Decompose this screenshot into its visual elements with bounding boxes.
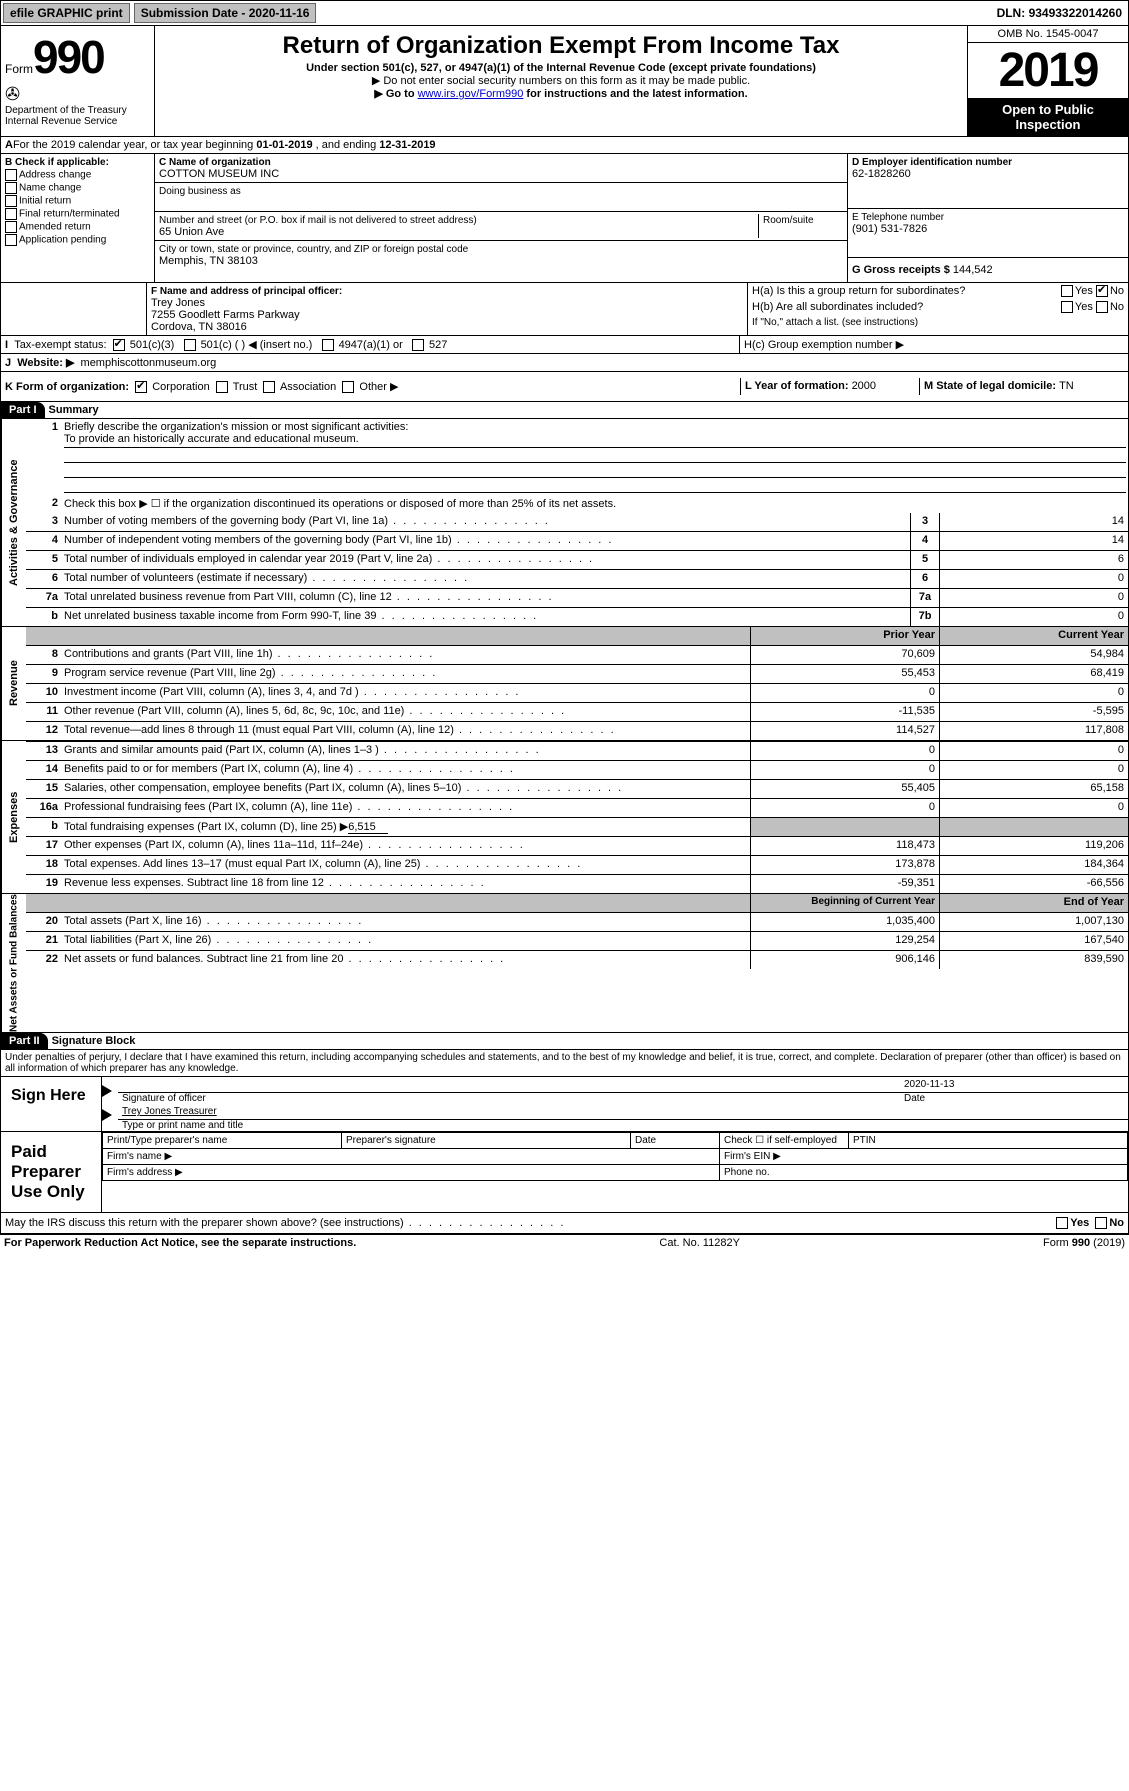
org-address: 65 Union Ave bbox=[159, 226, 224, 238]
cb-527[interactable] bbox=[412, 339, 424, 351]
i-block: I Tax-exempt status: 501(c)(3) 501(c) ( … bbox=[0, 336, 1129, 354]
netassets-block: Net Assets or Fund Balances Beginning of… bbox=[0, 894, 1129, 1033]
org-name: COTTON MUSEUM INC bbox=[159, 168, 279, 180]
gross-receipts: 144,542 bbox=[953, 264, 993, 276]
cb-discuss-no[interactable] bbox=[1095, 1217, 1107, 1229]
sign-date: 2020-11-13 bbox=[900, 1077, 1128, 1093]
domicile: TN bbox=[1059, 380, 1074, 392]
table-row: 11Other revenue (Part VIII, column (A), … bbox=[26, 702, 1128, 721]
perjury-text: Under penalties of perjury, I declare th… bbox=[0, 1050, 1129, 1077]
cb-name-change[interactable]: Name change bbox=[5, 182, 150, 194]
form-header: Form990 ✇ Department of the Treasury Int… bbox=[0, 26, 1129, 137]
val-6: 0 bbox=[939, 570, 1128, 588]
website: memphiscottonmuseum.org bbox=[81, 357, 217, 369]
irs-label: Internal Revenue Service bbox=[5, 116, 150, 127]
table-row: 19Revenue less expenses. Subtract line 1… bbox=[26, 874, 1128, 893]
cb-discuss-yes[interactable] bbox=[1056, 1217, 1068, 1229]
line-a: AFor the 2019 calendar year, or tax year… bbox=[0, 137, 1129, 154]
val-7a: 0 bbox=[939, 589, 1128, 607]
paid-block: Paid Preparer Use Only Print/Type prepar… bbox=[0, 1132, 1129, 1213]
table-row: 22Net assets or fund balances. Subtract … bbox=[26, 950, 1128, 969]
table-row: 8Contributions and grants (Part VIII, li… bbox=[26, 645, 1128, 664]
dept-treasury: Department of the Treasury bbox=[5, 105, 150, 116]
title-text: Return of Organization Exempt From Incom… bbox=[159, 32, 963, 60]
org-city: Memphis, TN 38103 bbox=[159, 255, 258, 267]
year-formation: 2000 bbox=[852, 380, 876, 392]
cb-amended[interactable]: Amended return bbox=[5, 221, 150, 233]
table-row: 17Other expenses (Part IX, column (A), l… bbox=[26, 836, 1128, 855]
table-row: 20Total assets (Part X, line 16)1,035,40… bbox=[26, 912, 1128, 931]
table-row: 10Investment income (Part VIII, column (… bbox=[26, 683, 1128, 702]
fh-block: F Name and address of principal officer:… bbox=[0, 283, 1129, 336]
table-row: 12Total revenue—add lines 8 through 11 (… bbox=[26, 721, 1128, 740]
cb-501c[interactable] bbox=[184, 339, 196, 351]
val-5: 6 bbox=[939, 551, 1128, 569]
cb-4947[interactable] bbox=[322, 339, 334, 351]
ein: 62-1828260 bbox=[852, 168, 911, 180]
table-row: 16aProfessional fundraising fees (Part I… bbox=[26, 798, 1128, 817]
expenses-block: Expenses 13Grants and similar amounts pa… bbox=[0, 741, 1129, 894]
mission-text: To provide an historically accurate and … bbox=[64, 433, 1126, 448]
table-row: 14Benefits paid to or for members (Part … bbox=[26, 760, 1128, 779]
j-block: J Website: ▶ memphiscottonmuseum.org bbox=[0, 354, 1129, 372]
val-4: 14 bbox=[939, 532, 1128, 550]
cb-app-pending[interactable]: Application pending bbox=[5, 234, 150, 246]
officer-name: Trey Jones Treasurer bbox=[118, 1104, 1128, 1120]
cb-address-change[interactable]: Address change bbox=[5, 169, 150, 181]
section-c: C Name of organizationCOTTON MUSEUM INC … bbox=[155, 154, 848, 282]
tax-year: 2019 bbox=[968, 43, 1128, 98]
sign-block: Sign Here 2020-11-13 Signature of office… bbox=[0, 1077, 1129, 1132]
year-box: OMB No. 1545-0047 2019 Open to Public In… bbox=[967, 26, 1128, 136]
form-title: Return of Organization Exempt From Incom… bbox=[155, 26, 967, 136]
section-b: B Check if applicable: Address change Na… bbox=[1, 154, 155, 282]
top-bar: efile GRAPHIC print Submission Date - 20… bbox=[0, 0, 1129, 26]
footer: For Paperwork Reduction Act Notice, see … bbox=[0, 1234, 1129, 1251]
section-deg: D Employer identification number62-18282… bbox=[848, 154, 1128, 282]
dln: DLN: 93493322014260 bbox=[991, 4, 1128, 22]
revenue-block: Revenue Prior YearCurrent Year 8Contribu… bbox=[0, 627, 1129, 741]
section-f: F Name and address of principal officer:… bbox=[147, 283, 748, 335]
cb-assoc[interactable] bbox=[263, 381, 275, 393]
cb-trust[interactable] bbox=[216, 381, 228, 393]
cb-final-return[interactable]: Final return/terminated bbox=[5, 208, 150, 220]
omb-number: OMB No. 1545-0047 bbox=[968, 26, 1128, 43]
cb-initial-return[interactable]: Initial return bbox=[5, 195, 150, 207]
table-row: 15Salaries, other compensation, employee… bbox=[26, 779, 1128, 798]
bcdeg-block: B Check if applicable: Address change Na… bbox=[0, 154, 1129, 283]
phone: (901) 531-7826 bbox=[852, 223, 927, 235]
discuss-row: May the IRS discuss this return with the… bbox=[0, 1213, 1129, 1234]
section-h: H(a) Is this a group return for subordin… bbox=[748, 283, 1128, 335]
cb-other[interactable] bbox=[342, 381, 354, 393]
activities-block: Activities & Governance 1Briefly describ… bbox=[0, 419, 1129, 627]
table-row: 13Grants and similar amounts paid (Part … bbox=[26, 741, 1128, 760]
part2-label: Part II bbox=[1, 1033, 48, 1049]
efile-print-button[interactable]: efile GRAPHIC print bbox=[3, 3, 130, 23]
cb-corp[interactable] bbox=[135, 381, 147, 393]
klm-block: K Form of organization: Corporation Trus… bbox=[0, 372, 1129, 402]
table-row: 21Total liabilities (Part X, line 26)129… bbox=[26, 931, 1128, 950]
form-id: Form990 ✇ Department of the Treasury Int… bbox=[1, 26, 155, 136]
table-row: 18Total expenses. Add lines 13–17 (must … bbox=[26, 855, 1128, 874]
open-public: Open to Public Inspection bbox=[968, 98, 1128, 136]
part1-label: Part I bbox=[1, 402, 45, 418]
submission-date: Submission Date - 2020-11-16 bbox=[134, 3, 317, 23]
val-3: 14 bbox=[939, 513, 1128, 531]
table-row: 9Program service revenue (Part VIII, lin… bbox=[26, 664, 1128, 683]
cb-501c3[interactable] bbox=[113, 339, 125, 351]
irs-link[interactable]: www.irs.gov/Form990 bbox=[418, 88, 524, 100]
fundraising-total: 6,515 bbox=[348, 821, 388, 834]
val-7b: 0 bbox=[939, 608, 1128, 626]
